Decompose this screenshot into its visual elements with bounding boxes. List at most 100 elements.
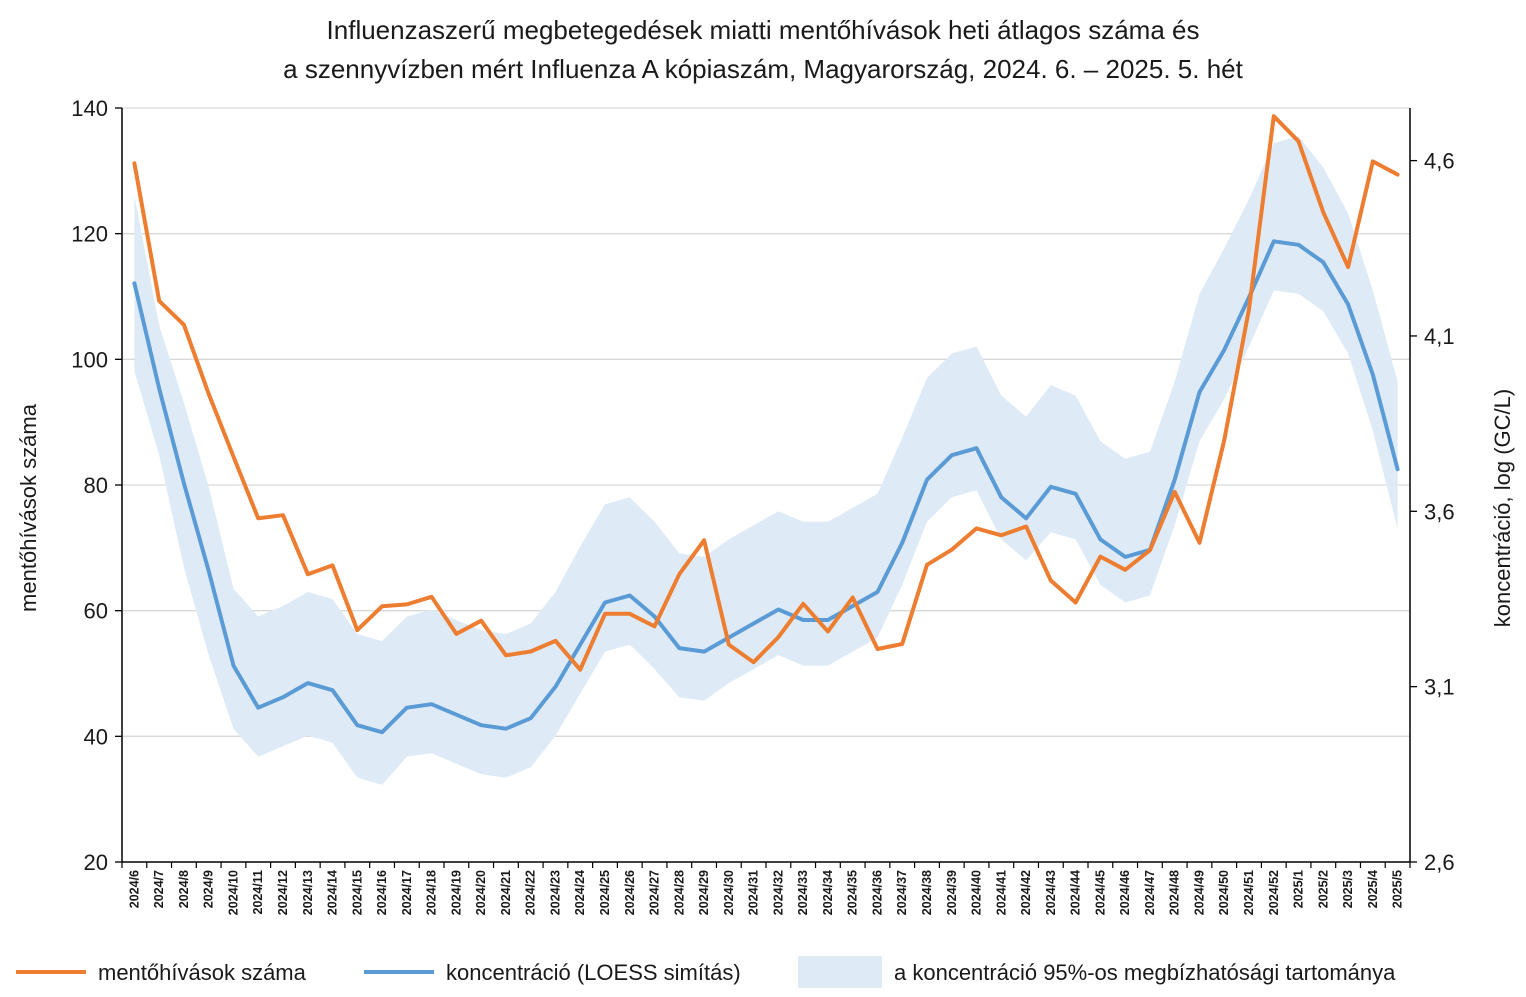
data-point [182,481,186,485]
x-tick-label: 2024/35 [846,870,860,915]
data-point [1346,265,1350,269]
chart-title: Influenzaszerű megbetegedések miatti men… [283,15,1243,84]
data-point [430,702,434,706]
x-tick-label: 2024/26 [623,870,637,915]
data-point [578,642,582,647]
data-point [1024,516,1028,520]
x-tick-label: 2024/15 [350,870,364,915]
x-tick-label: 2024/42 [1019,870,1033,915]
x-tick-label: 2024/27 [648,870,662,915]
data-point [1049,578,1053,583]
x-tick-label: 2024/48 [1168,870,1182,915]
data-point [1173,478,1177,482]
data-point [479,619,483,623]
data-point [925,478,929,482]
x-tick-label: 2024/7 [152,870,166,908]
data-point [702,649,706,654]
data-point [529,716,533,720]
x-tick-label: 2024/43 [1044,870,1058,915]
data-point [405,602,409,606]
data-point [231,455,236,459]
x-tick-label: 2024/23 [548,870,562,915]
data-point [1197,390,1202,394]
y2-tick-label: 4,1 [1424,324,1455,349]
y2-tick-label: 4,6 [1424,149,1455,174]
data-point [1371,372,1375,377]
data-point [875,647,880,651]
x-tick-label: 2025/5 [1391,870,1405,908]
data-point [132,281,136,285]
x-tick-label: 2024/36 [870,870,884,915]
data-point [702,538,706,542]
data-point [727,642,731,647]
data-point [157,299,161,303]
x-tick-label: 2024/45 [1093,870,1107,915]
data-point [950,548,954,552]
data-point [182,323,186,327]
x-tick-label: 2024/22 [524,870,538,915]
data-point [752,660,756,664]
data-point [628,612,632,616]
y2-tick-label: 3,6 [1424,499,1455,524]
data-point [578,668,582,672]
data-point [1272,114,1276,118]
data-point [1321,210,1325,214]
x-tick-label: 2024/52 [1267,870,1281,915]
data-point [430,595,434,599]
data-point [950,453,954,457]
data-point [553,639,558,643]
x-tick-label: 2024/16 [375,870,389,915]
x-tick-label: 2024/8 [177,870,191,908]
data-point [207,392,211,396]
data-point [479,723,483,727]
data-point [529,649,533,654]
y-tick-label: 80 [84,473,108,498]
x-axis-ticks: 2024/6 2024/7 2024/8 2024/9 2024/10 2024/11 20… [121,862,1411,915]
x-tick-label: 2024/29 [697,870,711,915]
data-point [256,516,260,520]
y2-tick-label: 2,6 [1424,850,1455,875]
x-tick-label: 2024/33 [796,870,810,915]
x-tick-label: 2024/31 [747,870,761,915]
data-point [999,533,1003,537]
data-point [677,646,681,650]
data-point [776,607,780,612]
x-tick-label: 2024/6 [127,870,141,908]
data-point [1396,467,1400,471]
x-tick-label: 2024/40 [970,870,984,915]
data-point [826,629,830,634]
data-point [157,386,161,391]
data-point [306,572,310,576]
chart-title-line-1: Influenzaszerű megbetegedések miatti men… [327,15,1200,45]
legend: mentőhívások száma koncentráció (LOESS s… [16,956,1396,988]
y-tick-label: 140 [71,96,108,121]
x-tick-label: 2024/24 [573,870,587,915]
x-tick-label: 2024/39 [945,870,959,915]
data-point [1098,537,1102,541]
left-axis-label: mentőhívások száma [16,403,41,612]
data-point [677,572,681,576]
x-tick-label: 2024/44 [1069,870,1083,915]
x-tick-label: 2024/38 [920,870,934,915]
data-point [801,602,805,606]
y-tick-label: 60 [84,599,108,624]
x-tick-label: 2024/10 [226,870,240,915]
data-point [454,713,458,717]
data-point [1222,348,1226,352]
x-tick-label: 2024/49 [1192,870,1206,915]
data-point [231,664,236,668]
data-point [851,604,855,608]
data-point [925,563,929,567]
x-tick-label: 2024/21 [499,870,513,915]
data-point [355,628,359,632]
data-point [875,590,880,594]
data-point [974,446,979,450]
data-point [603,612,607,616]
legend-label-band: a koncentráció 95%-os megbízhatósági tar… [894,960,1396,985]
series-line-calls [132,114,1400,672]
x-tick-label: 2025/1 [1292,870,1306,908]
data-point [1396,173,1400,177]
data-point [652,624,657,628]
data-point [405,706,409,710]
x-tick-label: 2024/11 [251,870,265,915]
